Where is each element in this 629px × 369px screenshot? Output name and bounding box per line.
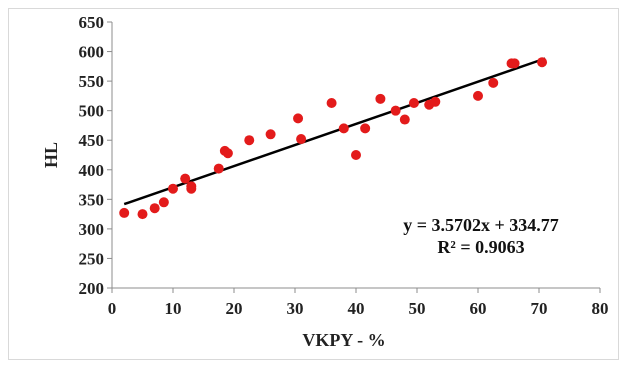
data-point	[244, 135, 255, 146]
data-point	[158, 197, 169, 208]
x-tick-label: 60	[470, 299, 487, 318]
data-point	[375, 93, 386, 104]
r-squared-label: R² = 0.9063	[437, 237, 524, 257]
data-point	[326, 97, 337, 108]
data-point	[509, 58, 520, 69]
data-point	[296, 134, 307, 145]
data-point	[168, 183, 178, 194]
x-tick-label: 40	[348, 299, 365, 318]
x-tick-label: 10	[165, 299, 182, 318]
x-tick-label: 0	[108, 299, 117, 318]
y-axis-title: HL	[41, 142, 61, 168]
data-point	[149, 203, 160, 214]
x-tick-label: 80	[592, 299, 609, 318]
y-tick-label: 550	[79, 72, 105, 91]
data-point	[293, 113, 304, 124]
data-point	[222, 148, 233, 159]
data-point	[473, 90, 483, 101]
data-point	[351, 150, 361, 160]
data-point	[137, 209, 148, 220]
x-axis-title: VKPY - %	[302, 330, 385, 350]
data-point	[186, 183, 197, 194]
y-tick-label: 200	[79, 279, 105, 298]
data-point	[537, 57, 548, 68]
data-point	[338, 123, 349, 134]
data-point	[408, 97, 419, 108]
y-tick-label: 650	[79, 13, 105, 32]
data-point	[119, 207, 130, 218]
data-point	[488, 77, 499, 88]
data-point	[430, 96, 441, 107]
data-point	[360, 123, 371, 134]
trendline	[123, 57, 546, 206]
y-tick-label: 400	[79, 161, 105, 180]
y-tick-label: 500	[79, 102, 105, 121]
y-tick-label: 450	[79, 131, 105, 150]
data-point	[265, 129, 276, 140]
y-tick-label: 350	[79, 190, 105, 209]
y-tick-label: 300	[79, 220, 105, 239]
data-point	[399, 114, 410, 125]
data-point	[180, 173, 191, 184]
x-tick-label: 70	[531, 299, 548, 318]
scatter-chart: 200 250 300 350 400 450 500 550 600 650 0 10 20 30 40 5…	[41, 13, 609, 350]
data-point	[213, 163, 224, 174]
trendline-equation: y = 3.5702x + 334.77	[403, 215, 559, 235]
y-tick-label: 250	[79, 249, 105, 268]
x-tick-label: 50	[409, 299, 426, 318]
chart-frame: 200 250 300 350 400 450 500 550 600 650 0 10 20 30 40 5…	[8, 8, 619, 360]
data-point	[390, 105, 401, 116]
x-tick-label: 30	[287, 299, 304, 318]
y-tick-label: 600	[79, 43, 105, 62]
x-tick-label: 20	[226, 299, 243, 318]
